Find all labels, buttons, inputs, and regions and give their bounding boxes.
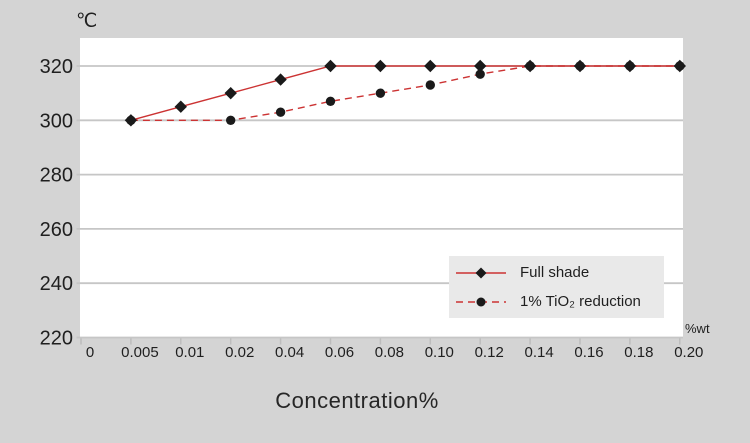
x-tick-label: 0.12: [475, 344, 504, 361]
y-tick-label: 300: [40, 110, 73, 132]
legend-sample-solid-line-diamond-icon: [456, 267, 506, 278]
legend-item-1: 1% TiO₂ reduction: [455, 290, 664, 314]
x-axis-unit-label: %wt: [685, 321, 710, 336]
y-tick-label: 260: [40, 219, 73, 241]
y-axis-unit-label: ℃: [76, 11, 98, 32]
y-tick-label: 280: [40, 165, 73, 187]
x-tick-label: 0: [86, 344, 94, 361]
x-tick-label: 0.04: [275, 344, 304, 361]
x-tick-label: 0.02: [225, 344, 254, 361]
x-tick-label: 0.08: [375, 344, 404, 361]
y-tick-label: 240: [40, 273, 73, 295]
x-tick-label: 0.16: [574, 344, 603, 361]
x-tick-label: 0.005: [121, 344, 159, 361]
x-tick-label: 0.10: [425, 344, 454, 361]
x-axis-ticks: [80, 338, 681, 345]
legend-sample-dashed-line-circle-icon: [456, 297, 506, 306]
series-full-shade: [124, 59, 686, 127]
legend-label: 1% TiO₂ reduction: [520, 293, 641, 310]
y-tick-label: 320: [40, 56, 73, 78]
x-tick-label: 0.20: [674, 344, 703, 361]
x-tick-label: 0.01: [175, 344, 204, 361]
x-tick-label: 0.06: [325, 344, 354, 361]
x-axis-labels: 0 0.005 0.01 0.02 0.04 0.06 0.08 0.10 0.12 0.14 0.…: [86, 344, 704, 361]
y-axis-labels: 220 240 260 280 300 320: [40, 56, 73, 350]
y-tick-label: 220: [40, 328, 73, 350]
x-tick-label: 0.14: [524, 344, 553, 361]
x-axis-title: Concentration%: [275, 388, 439, 413]
legend-item-0: Full shade: [455, 261, 664, 285]
x-tick-label: 0.18: [624, 344, 653, 361]
legend: Full shade 1% TiO₂ reduction: [449, 256, 664, 318]
legend-label: Full shade: [520, 264, 590, 281]
